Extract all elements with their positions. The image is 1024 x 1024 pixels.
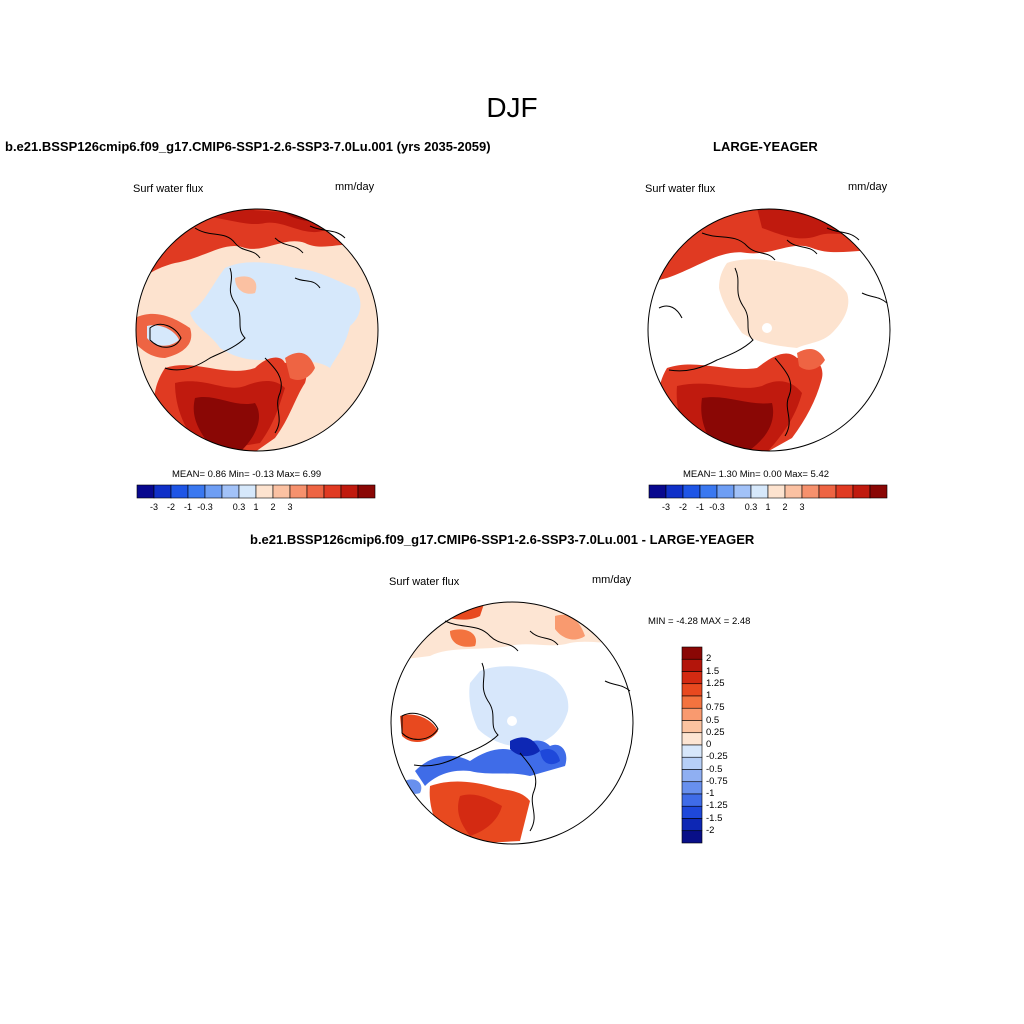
- colorbar-tick-label: 0.25: [706, 726, 725, 738]
- panel3-variable-label: Surf water flux: [389, 576, 460, 588]
- panel3-units-label: mm/day: [592, 574, 632, 586]
- colorbar-swatch: [648, 484, 667, 499]
- colorbar-swatch: [681, 793, 703, 807]
- colorbar-tick-label: 0.3: [232, 502, 246, 512]
- colorbar-swatch: [681, 646, 703, 660]
- colorbar-swatch: [767, 484, 786, 499]
- panel2-units-label: mm/day: [848, 181, 888, 193]
- colorbar-swatch: [716, 484, 735, 499]
- colorbar-tick-label: 2: [706, 653, 712, 665]
- colorbar-swatch: [681, 707, 703, 721]
- colorbar-tick-label: -1.25: [706, 800, 728, 812]
- panel3-colorbar: [681, 646, 703, 844]
- colorbar-swatch: [136, 484, 155, 499]
- colorbar-tick-label: -0.25: [706, 751, 728, 763]
- colorbar-tick-label: 1: [253, 502, 259, 512]
- colorbar-tick-label: 1.5: [706, 665, 720, 677]
- colorbar-swatch: [681, 805, 703, 819]
- colorbar-swatch: [665, 484, 684, 499]
- panel3-polar-map: [390, 601, 634, 845]
- panel1-polar-map: [135, 208, 379, 452]
- colorbar-tick-label: 2: [782, 502, 788, 512]
- colorbar-swatch: [681, 671, 703, 685]
- colorbar-tick-label: -1: [695, 502, 705, 512]
- panel3-stats: MIN = -4.28 MAX = 2.48: [648, 616, 751, 627]
- colorbar-tick-label: -1: [183, 502, 193, 512]
- colorbar-swatch: [681, 769, 703, 783]
- colorbar-swatch: [681, 818, 703, 832]
- colorbar-tick-label: -1: [706, 788, 715, 799]
- colorbar-tick-label: -3: [661, 502, 671, 512]
- colorbar-swatch: [733, 484, 752, 499]
- panel1-colorbar: [136, 484, 376, 499]
- colorbar-swatch: [750, 484, 769, 499]
- colorbar-tick-label: 1: [765, 502, 771, 512]
- colorbar-swatch: [238, 484, 257, 499]
- colorbar-swatch: [801, 484, 820, 499]
- colorbar-tick-label: -2: [166, 502, 176, 512]
- colorbar-swatch: [681, 658, 703, 672]
- colorbar-swatch: [289, 484, 308, 499]
- panel1-stats: MEAN= 0.86 Min= -0.13 Max= 6.99: [172, 469, 322, 480]
- colorbar-swatch: [204, 484, 223, 499]
- colorbar-tick-label: -2: [678, 502, 688, 512]
- colorbar-tick-label: 1: [706, 690, 712, 701]
- colorbar-tick-label: -1.5: [706, 812, 723, 824]
- colorbar-tick-label: 0.5: [706, 714, 720, 726]
- colorbar-swatch: [681, 744, 703, 758]
- colorbar-swatch: [170, 484, 189, 499]
- colorbar-tick-label: 2: [270, 502, 276, 512]
- panel1-variable-label: Surf water flux: [133, 183, 204, 195]
- panel1-units-label: mm/day: [335, 181, 375, 193]
- colorbar-swatch: [699, 484, 718, 499]
- colorbar-tick-label: -2: [706, 824, 715, 836]
- colorbar-swatch: [682, 484, 701, 499]
- colorbar-tick-label: -0.3: [197, 502, 213, 512]
- panel2-polar-map: [647, 208, 891, 452]
- figure-title: DJF: [486, 92, 538, 123]
- colorbar-tick-label: 0: [706, 739, 712, 750]
- colorbar-swatch: [681, 720, 703, 734]
- colorbar-tick-label: 0.75: [706, 702, 725, 714]
- colorbar-tick-label: -3: [149, 502, 159, 512]
- colorbar-tick-label: -0.3: [709, 502, 725, 512]
- colorbar-swatch: [272, 484, 291, 499]
- panel2-title: LARGE-YEAGER: [713, 139, 818, 154]
- panel2-colorbar-ticks: -3 -2 -1 -0.3 0.3 1 2 3: [649, 502, 887, 514]
- colorbar-swatch: [340, 484, 359, 499]
- colorbar-swatch: [681, 683, 703, 697]
- panel2-variable-label: Surf water flux: [645, 183, 716, 195]
- colorbar-tick-label: 3: [287, 502, 293, 512]
- colorbar-swatch: [357, 484, 376, 499]
- colorbar-swatch: [221, 484, 240, 499]
- panel1-colorbar-ticks: -3 -2 -1 -0.3 0.3 1 2 3: [137, 502, 375, 514]
- colorbar-swatch: [681, 781, 703, 795]
- colorbar-tick-label: -0.75: [706, 775, 728, 787]
- colorbar-swatch: [784, 484, 803, 499]
- colorbar-tick-label: 3: [799, 502, 805, 512]
- colorbar-swatch: [869, 484, 888, 499]
- panel2-stats: MEAN= 1.30 Min= 0.00 Max= 5.42: [683, 469, 830, 480]
- colorbar-swatch: [818, 484, 837, 499]
- colorbar-tick-label: -0.5: [706, 763, 723, 775]
- colorbar-swatch: [681, 732, 703, 746]
- colorbar-swatch: [681, 830, 703, 844]
- colorbar-swatch: [323, 484, 342, 499]
- colorbar-swatch: [835, 484, 854, 499]
- panel3-colorbar-ticks: 2 1.5 1.25 1 0.75 0.5 0.25 0 -0.25 -0.5 -0.75 -1 -1.…: [706, 647, 746, 843]
- colorbar-tick-label: 0.3: [744, 502, 758, 512]
- panel1-title: b.e21.BSSP126cmip6.f09_g17.CMIP6-SSP1-2.…: [5, 139, 491, 154]
- colorbar-swatch: [681, 756, 703, 770]
- panel2-colorbar: [648, 484, 888, 499]
- colorbar-swatch: [153, 484, 172, 499]
- colorbar-swatch: [255, 484, 274, 499]
- colorbar-swatch: [187, 484, 206, 499]
- panel3-title: b.e21.BSSP126cmip6.f09_g17.CMIP6-SSP1-2.…: [250, 532, 755, 547]
- colorbar-swatch: [852, 484, 871, 499]
- colorbar-tick-label: 1.25: [706, 677, 725, 689]
- colorbar-swatch: [681, 695, 703, 709]
- colorbar-swatch: [306, 484, 325, 499]
